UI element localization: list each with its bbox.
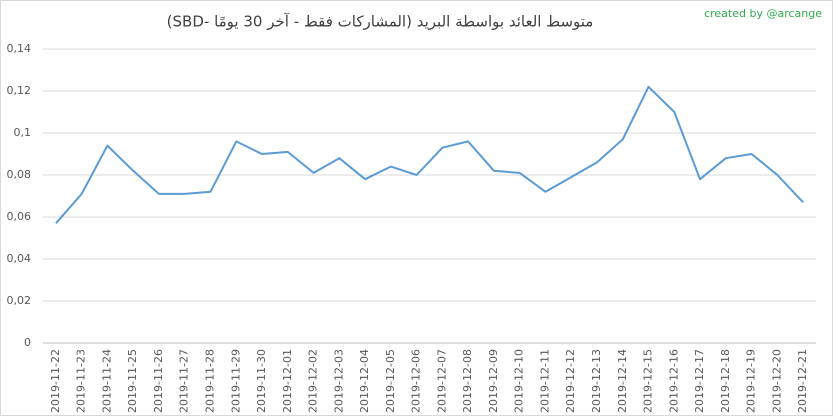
data-line — [55, 85, 804, 224]
x-tick-label: 2019-11-25 — [126, 349, 139, 413]
y-tick-label: 0,1 — [14, 126, 32, 139]
x-tick-label: 2019-12-13 — [590, 349, 603, 413]
x-tick-label: 2019-11-29 — [229, 349, 242, 413]
x-tick-label: 2019-12-04 — [358, 349, 371, 413]
x-tick-label: 2019-11-22 — [49, 349, 62, 413]
x-tick-label: 2019-12-07 — [435, 349, 448, 413]
chart-title: متوسط العائد بواسطة البريد (المشاركات فق… — [167, 13, 594, 31]
y-tick-label: 0,02 — [7, 294, 32, 307]
x-tick-label: 2019-12-15 — [642, 349, 655, 413]
x-tick-label: 2019-12-05 — [384, 349, 397, 413]
x-tick-label: 2019-12-08 — [461, 349, 474, 413]
x-tick-label: 2019-11-26 — [152, 349, 165, 413]
x-tick-label: 2019-12-01 — [281, 349, 294, 413]
y-tick-label: 0,08 — [7, 168, 32, 181]
x-tick-label: 2019-11-23 — [75, 349, 88, 413]
x-tick-label: 2019-12-21 — [796, 349, 809, 413]
x-tick-label: 2019-12-11 — [538, 349, 551, 413]
x-tick-label: 2019-11-28 — [203, 349, 216, 413]
x-tick-label: 2019-12-06 — [410, 349, 423, 413]
x-tick-label: 2019-12-20 — [770, 349, 783, 413]
y-tick-label: 0,04 — [7, 252, 32, 265]
x-tick-label: 2019-12-18 — [719, 349, 732, 413]
x-tick-label: 2019-12-09 — [487, 349, 500, 413]
y-tick-label: 0,14 — [7, 42, 32, 55]
x-tick-label: 2019-12-02 — [307, 349, 320, 413]
x-tick-label: 2019-11-30 — [255, 349, 268, 413]
x-tick-label: 2019-12-12 — [564, 349, 577, 413]
y-tick-label: 0,06 — [7, 210, 32, 223]
x-tick-label: 2019-12-10 — [513, 349, 526, 413]
y-tick-label: 0 — [24, 336, 31, 349]
x-tick-label: 2019-11-24 — [100, 349, 113, 413]
x-tick-label: 2019-12-14 — [616, 349, 629, 413]
x-tick-label: 2019-12-16 — [667, 349, 680, 413]
x-tick-label: 2019-11-27 — [178, 349, 191, 413]
x-tick-label: 2019-12-03 — [332, 349, 345, 413]
credit: created by @arcange — [704, 7, 822, 20]
x-tick-label: 2019-12-19 — [745, 349, 758, 413]
y-tick-label: 0,12 — [7, 84, 32, 97]
x-tick-label: 2019-12-17 — [693, 349, 706, 413]
